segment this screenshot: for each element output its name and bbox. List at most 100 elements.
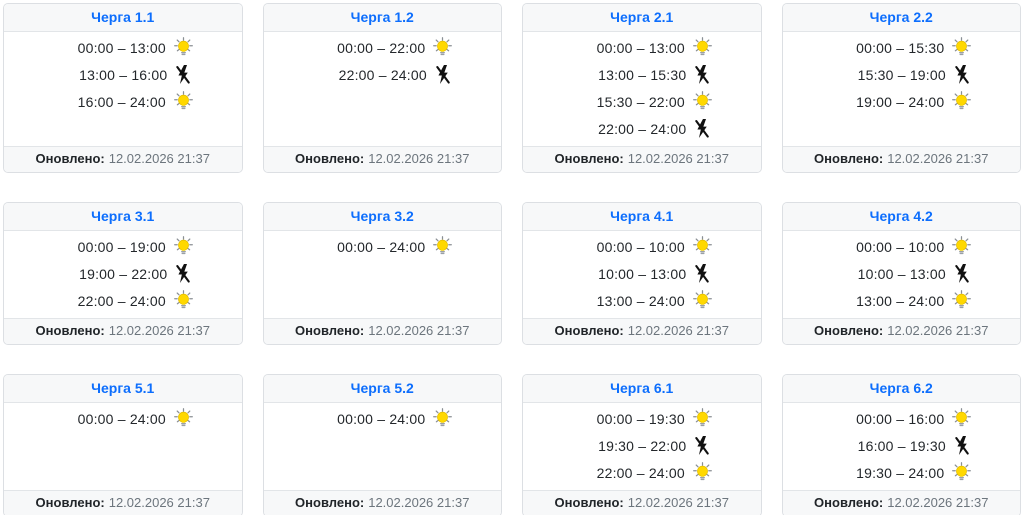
schedule-entry: 22:00 – 24:00 [523, 115, 761, 142]
updated-timestamp: 12.02.2026 21:37 [108, 151, 210, 166]
power-on-bulb-icon [173, 37, 194, 58]
queue-card-footer: Оновлено: 12.02.2026 21:37 [523, 146, 761, 172]
schedule-entry: 13:00 – 15:30 [523, 61, 761, 88]
time-range: 00:00 – 19:30 [596, 410, 685, 427]
updated-timestamp: 12.02.2026 21:37 [368, 323, 470, 338]
queue-card-footer: Оновлено: 12.02.2026 21:37 [263, 146, 501, 172]
time-range: 15:30 – 19:00 [857, 66, 946, 83]
queue-card-footer: Оновлено: 12.02.2026 21:37 [523, 490, 761, 515]
schedule-entry: 13:00 – 16:00 [4, 61, 242, 88]
queue-card-footer: Оновлено: 12.02.2026 21:37 [782, 490, 1020, 515]
time-range: 10:00 – 13:00 [857, 265, 946, 282]
time-range: 22:00 – 24:00 [596, 464, 685, 481]
schedule-entry: 00:00 – 10:00 [783, 233, 1021, 260]
power-off-bolt-icon [953, 64, 971, 85]
queue-card-header: Черга 5.1 [4, 375, 242, 403]
queue-card-header: Черга 5.2 [263, 375, 501, 403]
updated-label: Оновлено: [814, 495, 884, 510]
queue-card: Черга 5.2 00:00 – 24:00 [262, 374, 502, 515]
power-off-bolt-icon [693, 435, 711, 456]
updated-label: Оновлено: [814, 323, 884, 338]
time-range: 00:00 – 19:00 [77, 238, 166, 255]
schedule-entry: 19:00 – 22:00 [4, 260, 242, 287]
queue-title: Черга 5.1 [91, 380, 155, 396]
time-range: 13:00 – 15:30 [598, 66, 687, 83]
schedule-entry: 22:00 – 24:00 [4, 287, 242, 314]
power-on-bulb-icon [951, 462, 972, 483]
time-range: 22:00 – 24:00 [598, 120, 687, 137]
queue-card-footer: Оновлено: 12.02.2026 21:37 [263, 318, 501, 344]
time-range: 22:00 – 24:00 [77, 292, 166, 309]
time-range: 00:00 – 10:00 [596, 238, 685, 255]
queue-card-header: Черга 6.2 [782, 375, 1020, 403]
schedule-entry: 00:00 – 16:00 [783, 405, 1021, 432]
queue-card-header: Черга 4.1 [523, 203, 761, 231]
time-range: 00:00 – 10:00 [856, 238, 945, 255]
time-range: 19:00 – 24:00 [856, 93, 945, 110]
queue-card-footer: Оновлено: 12.02.2026 21:37 [523, 318, 761, 344]
queue-card-footer: Оновлено: 12.02.2026 21:37 [4, 318, 242, 344]
queue-card: Черга 6.1 00:00 – 19:30 [522, 374, 762, 515]
time-range: 00:00 – 16:00 [856, 410, 945, 427]
queue-title: Черга 4.1 [610, 208, 674, 224]
schedule-entry: 22:00 – 24:00 [523, 459, 761, 486]
power-on-bulb-icon [951, 408, 972, 429]
queue-title: Черга 1.1 [91, 9, 155, 25]
queue-card-body: 00:00 – 19:30 [523, 403, 761, 490]
power-on-bulb-icon [432, 236, 453, 257]
updated-label: Оновлено: [35, 151, 105, 166]
time-range: 00:00 – 22:00 [337, 39, 426, 56]
schedule-entry: 15:30 – 22:00 [523, 88, 761, 115]
updated-label: Оновлено: [295, 323, 365, 338]
queue-card-body: 00:00 – 10:00 [523, 231, 761, 318]
time-range: 13:00 – 24:00 [856, 292, 945, 309]
queue-card: Черга 4.2 00:00 – 10:00 [781, 202, 1021, 345]
schedule-entry: 10:00 – 13:00 [783, 260, 1021, 287]
queue-card-body: 00:00 – 15:30 [783, 32, 1021, 119]
updated-timestamp: 12.02.2026 21:37 [108, 323, 210, 338]
queue-card-body: 00:00 – 24:00 [4, 403, 242, 436]
queue-card: Черга 3.1 00:00 – 19:00 [3, 202, 243, 345]
schedule-entry: 00:00 – 13:00 [523, 34, 761, 61]
queue-card-header: Черга 4.2 [782, 203, 1020, 231]
power-on-bulb-icon [692, 37, 713, 58]
time-range: 00:00 – 24:00 [337, 410, 426, 427]
queue-title: Черга 2.1 [610, 9, 674, 25]
updated-timestamp: 12.02.2026 21:37 [108, 495, 210, 510]
queue-card-footer: Оновлено: 12.02.2026 21:37 [4, 146, 242, 172]
schedule-entry: 00:00 – 24:00 [4, 405, 242, 432]
time-range: 13:00 – 24:00 [596, 292, 685, 309]
time-range: 00:00 – 13:00 [596, 39, 685, 56]
queue-title: Черга 6.1 [610, 380, 674, 396]
queue-card-header: Черга 1.2 [263, 4, 501, 32]
schedule-entry: 00:00 – 24:00 [264, 233, 502, 260]
schedule-entry: 00:00 – 19:30 [523, 405, 761, 432]
queue-card: Черга 5.1 00:00 – 24:00 [3, 374, 243, 515]
schedule-entry: 10:00 – 13:00 [523, 260, 761, 287]
updated-timestamp: 12.02.2026 21:37 [368, 151, 470, 166]
queue-card: Черга 2.2 00:00 – 15:30 [781, 3, 1021, 173]
queue-card-body: 00:00 – 24:00 [264, 403, 502, 436]
updated-label: Оновлено: [35, 495, 105, 510]
power-off-bolt-icon [693, 118, 711, 139]
queue-card-footer: Оновлено: 12.02.2026 21:37 [4, 490, 242, 515]
updated-timestamp: 12.02.2026 21:37 [627, 323, 729, 338]
updated-label: Оновлено: [35, 323, 105, 338]
power-off-bolt-icon [953, 435, 971, 456]
queue-title: Черга 6.2 [869, 380, 933, 396]
schedule-entry: 00:00 – 19:00 [4, 233, 242, 260]
time-range: 22:00 – 24:00 [338, 66, 427, 83]
updated-label: Оновлено: [295, 495, 365, 510]
queue-card-body: 00:00 – 13:00 [523, 32, 761, 146]
power-on-bulb-icon [173, 408, 194, 429]
updated-label: Оновлено: [814, 151, 884, 166]
schedule-entry: 16:00 – 19:30 [783, 432, 1021, 459]
power-on-bulb-icon [951, 37, 972, 58]
time-range: 19:30 – 24:00 [856, 464, 945, 481]
power-on-bulb-icon [692, 462, 713, 483]
power-on-bulb-icon [432, 37, 453, 58]
schedule-entry: 00:00 – 10:00 [523, 233, 761, 260]
queue-card: Черга 1.1 00:00 – 13:00 [3, 3, 243, 173]
queue-card-footer: Оновлено: 12.02.2026 21:37 [782, 146, 1020, 172]
